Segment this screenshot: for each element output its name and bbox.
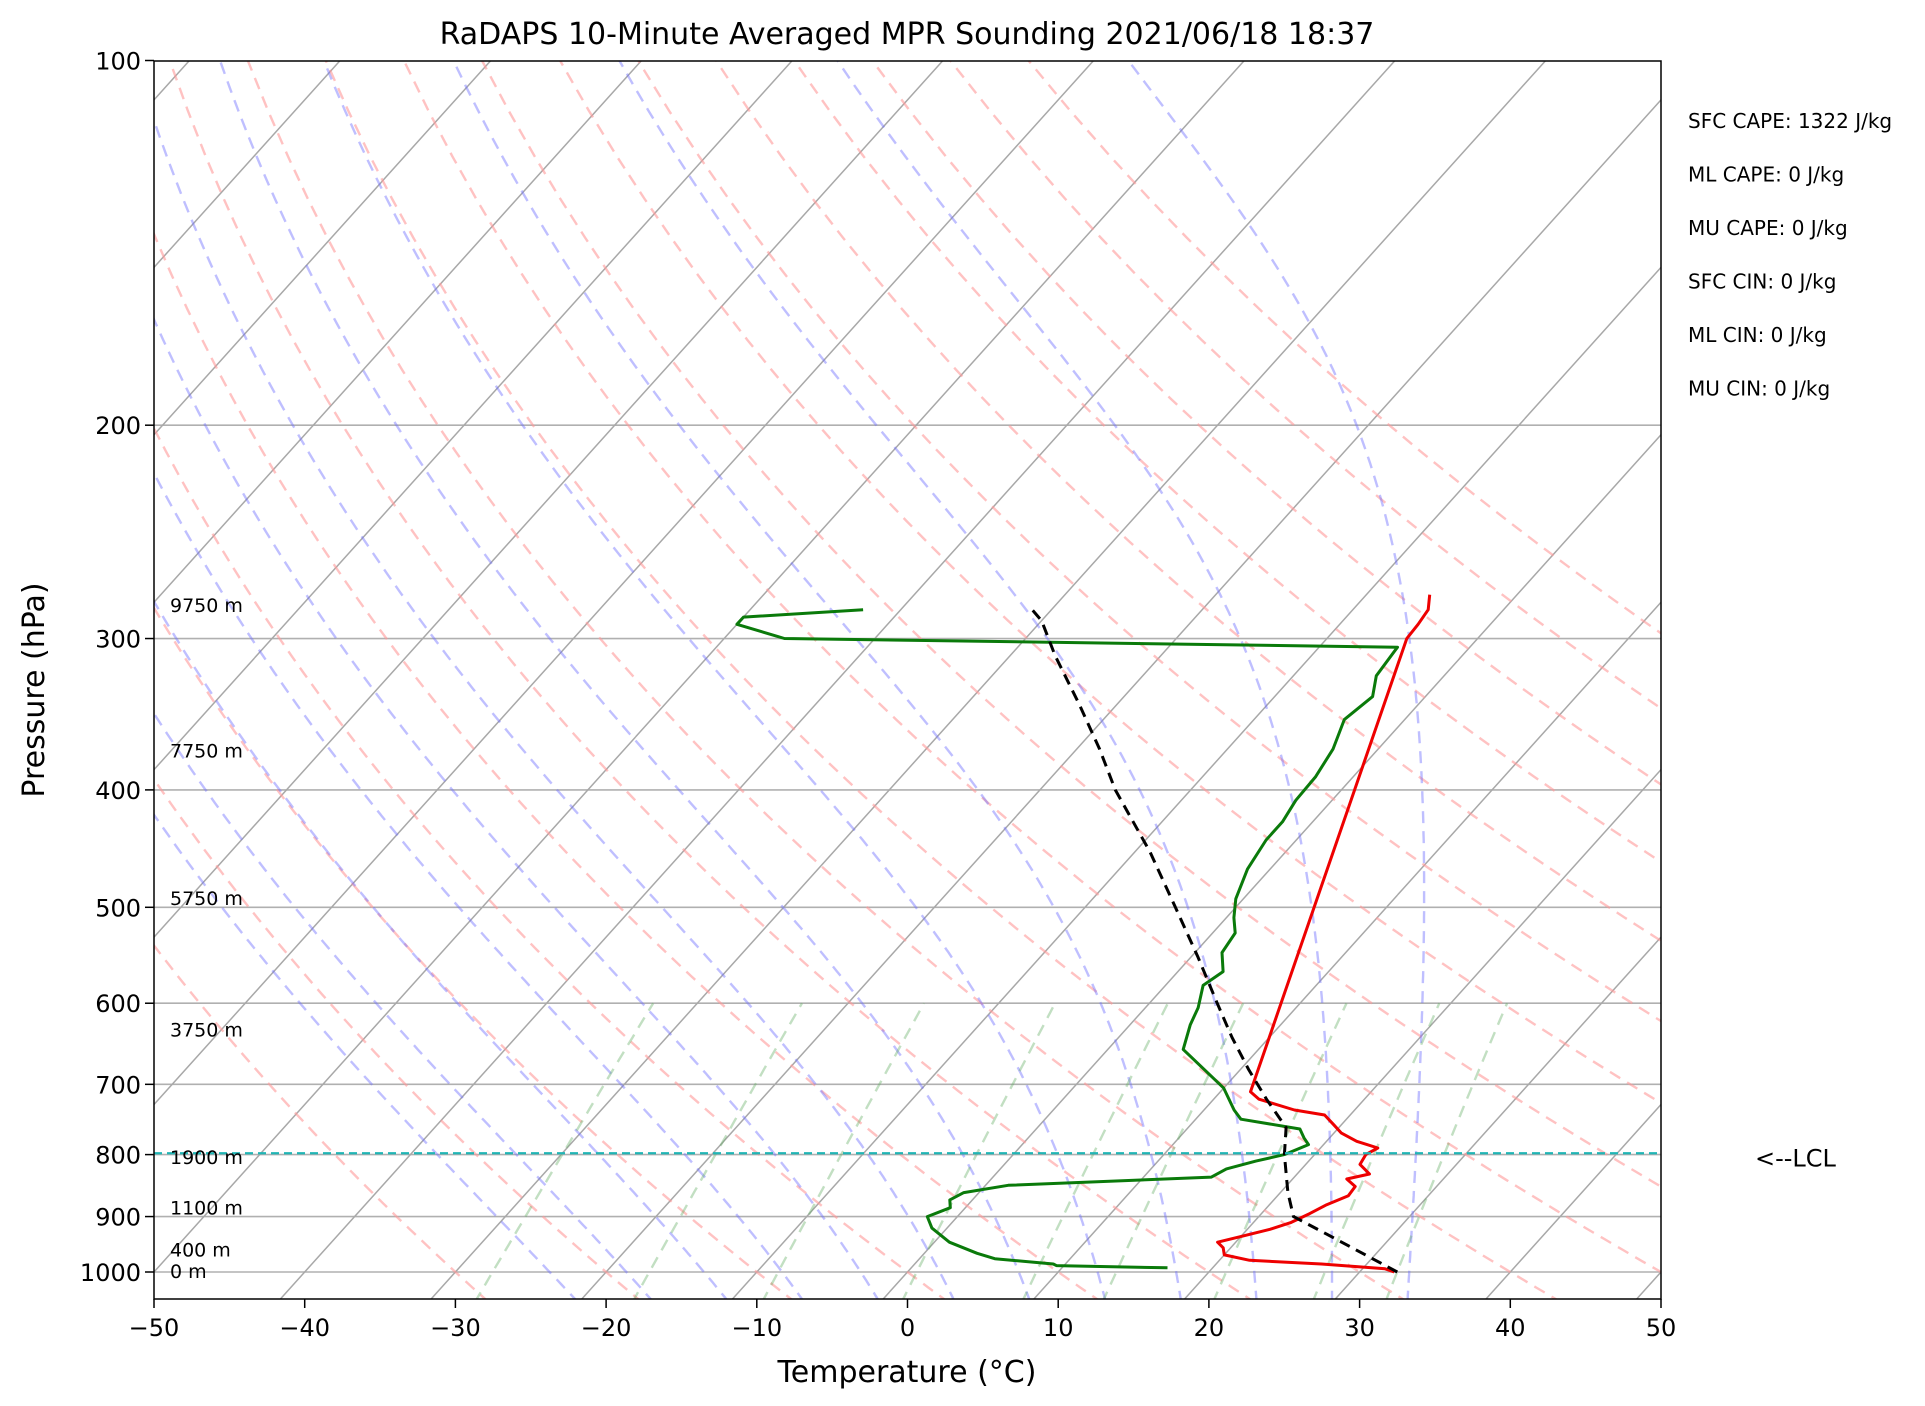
y-tick-label: 900 <box>95 1204 141 1232</box>
dry-adiabat-line <box>402 61 1661 1274</box>
mixing-ratio-line <box>632 1002 804 1299</box>
y-tick-label: 300 <box>95 626 141 654</box>
temperature-profile <box>1216 594 1432 1274</box>
height-label: 3750 m <box>170 1020 243 1042</box>
isotherm-line <box>430 61 1547 1299</box>
moist-adiabat-line <box>322 61 1107 1299</box>
y-tick-label: 700 <box>95 1071 141 1099</box>
background-grid <box>154 61 1661 1299</box>
isotherm-line <box>154 61 492 436</box>
mixing-ratio-line <box>1385 1002 1509 1299</box>
dry-adiabat-line <box>324 61 1558 1299</box>
x-tick-label: 20 <box>1194 1314 1225 1342</box>
isotherm-line <box>1183 768 1661 1299</box>
moist-adiabat-line <box>452 61 1182 1299</box>
mixing-ratio-line <box>762 1002 926 1299</box>
x-tick-label: 50 <box>1646 1314 1677 1342</box>
isotherm-line <box>154 61 341 269</box>
height-label: 400 m <box>170 1240 231 1262</box>
moist-adiabat-line <box>154 470 804 1299</box>
stat-text: ML CAPE: 0 J/kg <box>1688 163 1844 187</box>
stat-text: SFC CAPE: 1322 J/kg <box>1688 109 1892 133</box>
moist-adiabat-line <box>154 316 880 1299</box>
mixing-ratio-line <box>1102 1002 1245 1299</box>
dry-adiabat-line <box>246 61 1405 1299</box>
isotherm-line <box>154 61 1095 1106</box>
moist-adiabat-line <box>1127 61 1426 1299</box>
isotherm-line <box>154 61 944 939</box>
isotherm-line <box>279 61 1396 1299</box>
x-axis-label: Temperature (°C) <box>777 1355 1037 1390</box>
y-axis-label: Pressure (hPa) <box>17 582 52 797</box>
stat-text: MU CIN: 0 J/kg <box>1688 377 1830 401</box>
moist-adiabat-line <box>836 61 1334 1299</box>
x-tick-label: 40 <box>1495 1314 1526 1342</box>
lcl-label: <--LCL <box>1755 1144 1837 1172</box>
x-tick-label: −50 <box>129 1314 180 1342</box>
mixing-ratio-line <box>475 1002 655 1299</box>
height-label: 5750 m <box>170 888 243 910</box>
y-tick-label: 100 <box>95 48 141 76</box>
height-label: 0 m <box>170 1261 207 1283</box>
height-label: 7750 m <box>170 741 243 763</box>
stat-text: MU CAPE: 0 J/kg <box>1688 216 1848 240</box>
dry-adiabat-line <box>558 61 1661 1105</box>
dewpoint-profile <box>735 608 1399 1270</box>
chart-title: RaDAPS 10-Minute Averaged MPR Sounding 2… <box>440 17 1375 52</box>
y-tick-label: 800 <box>95 1142 141 1170</box>
isotherm-line <box>154 61 1245 1274</box>
moist-adiabat-line <box>154 116 955 1299</box>
dry-adiabat-line <box>1027 61 1661 635</box>
y-tick-label: 1000 <box>80 1259 141 1287</box>
axes: −50 −40 −30 −20 −10 0 10 20 30 40 50 1000 900 800 700 6… <box>80 48 1676 1343</box>
height-label: 9750 m <box>170 595 243 617</box>
mixing-ratio-line <box>1213 1002 1348 1299</box>
y-tick-label: 200 <box>95 412 141 440</box>
x-tick-label: −10 <box>731 1314 782 1342</box>
parcel-profile <box>1029 606 1399 1274</box>
mixing-ratio-line <box>901 1002 1057 1299</box>
y-tick-label: 500 <box>95 894 141 922</box>
dry-adiabat-line <box>154 230 1099 1299</box>
dry-adiabat-line <box>168 61 1253 1299</box>
x-tick-label: 0 <box>900 1314 915 1342</box>
stat-text: ML CIN: 0 J/kg <box>1688 323 1827 347</box>
y-tick-label: 600 <box>95 990 141 1018</box>
isotherm-line <box>154 61 793 771</box>
moist-adiabat-line <box>618 61 1258 1299</box>
y-tick-label: 400 <box>95 777 141 805</box>
dry-adiabat-line <box>154 777 640 1299</box>
x-tick-label: 10 <box>1043 1314 1074 1342</box>
isotherm-line <box>154 61 643 604</box>
dry-adiabat-line <box>480 61 1661 1188</box>
height-label: 1100 m <box>170 1197 243 1219</box>
height-label: 1900 m <box>170 1147 243 1169</box>
dry-adiabat-line <box>949 61 1661 710</box>
isotherm-line <box>882 433 1661 1299</box>
x-tick-label: −40 <box>279 1314 330 1342</box>
data-series <box>154 594 1661 1274</box>
dry-adiabat-line <box>154 425 946 1299</box>
x-tick-label: −30 <box>430 1314 481 1342</box>
x-tick-label: 30 <box>1344 1314 1375 1342</box>
isotherm-line <box>580 98 1661 1299</box>
x-tick-label: −20 <box>581 1314 632 1342</box>
stat-text: SFC CIN: 0 J/kg <box>1688 270 1836 294</box>
isotherm-line <box>731 266 1661 1299</box>
moist-adiabat-line <box>154 599 728 1299</box>
dry-adiabat-line <box>637 61 1661 1023</box>
moist-adiabat-line <box>218 61 1031 1299</box>
isotherm-line <box>1334 935 1661 1299</box>
dry-adiabat-line <box>154 943 487 1299</box>
